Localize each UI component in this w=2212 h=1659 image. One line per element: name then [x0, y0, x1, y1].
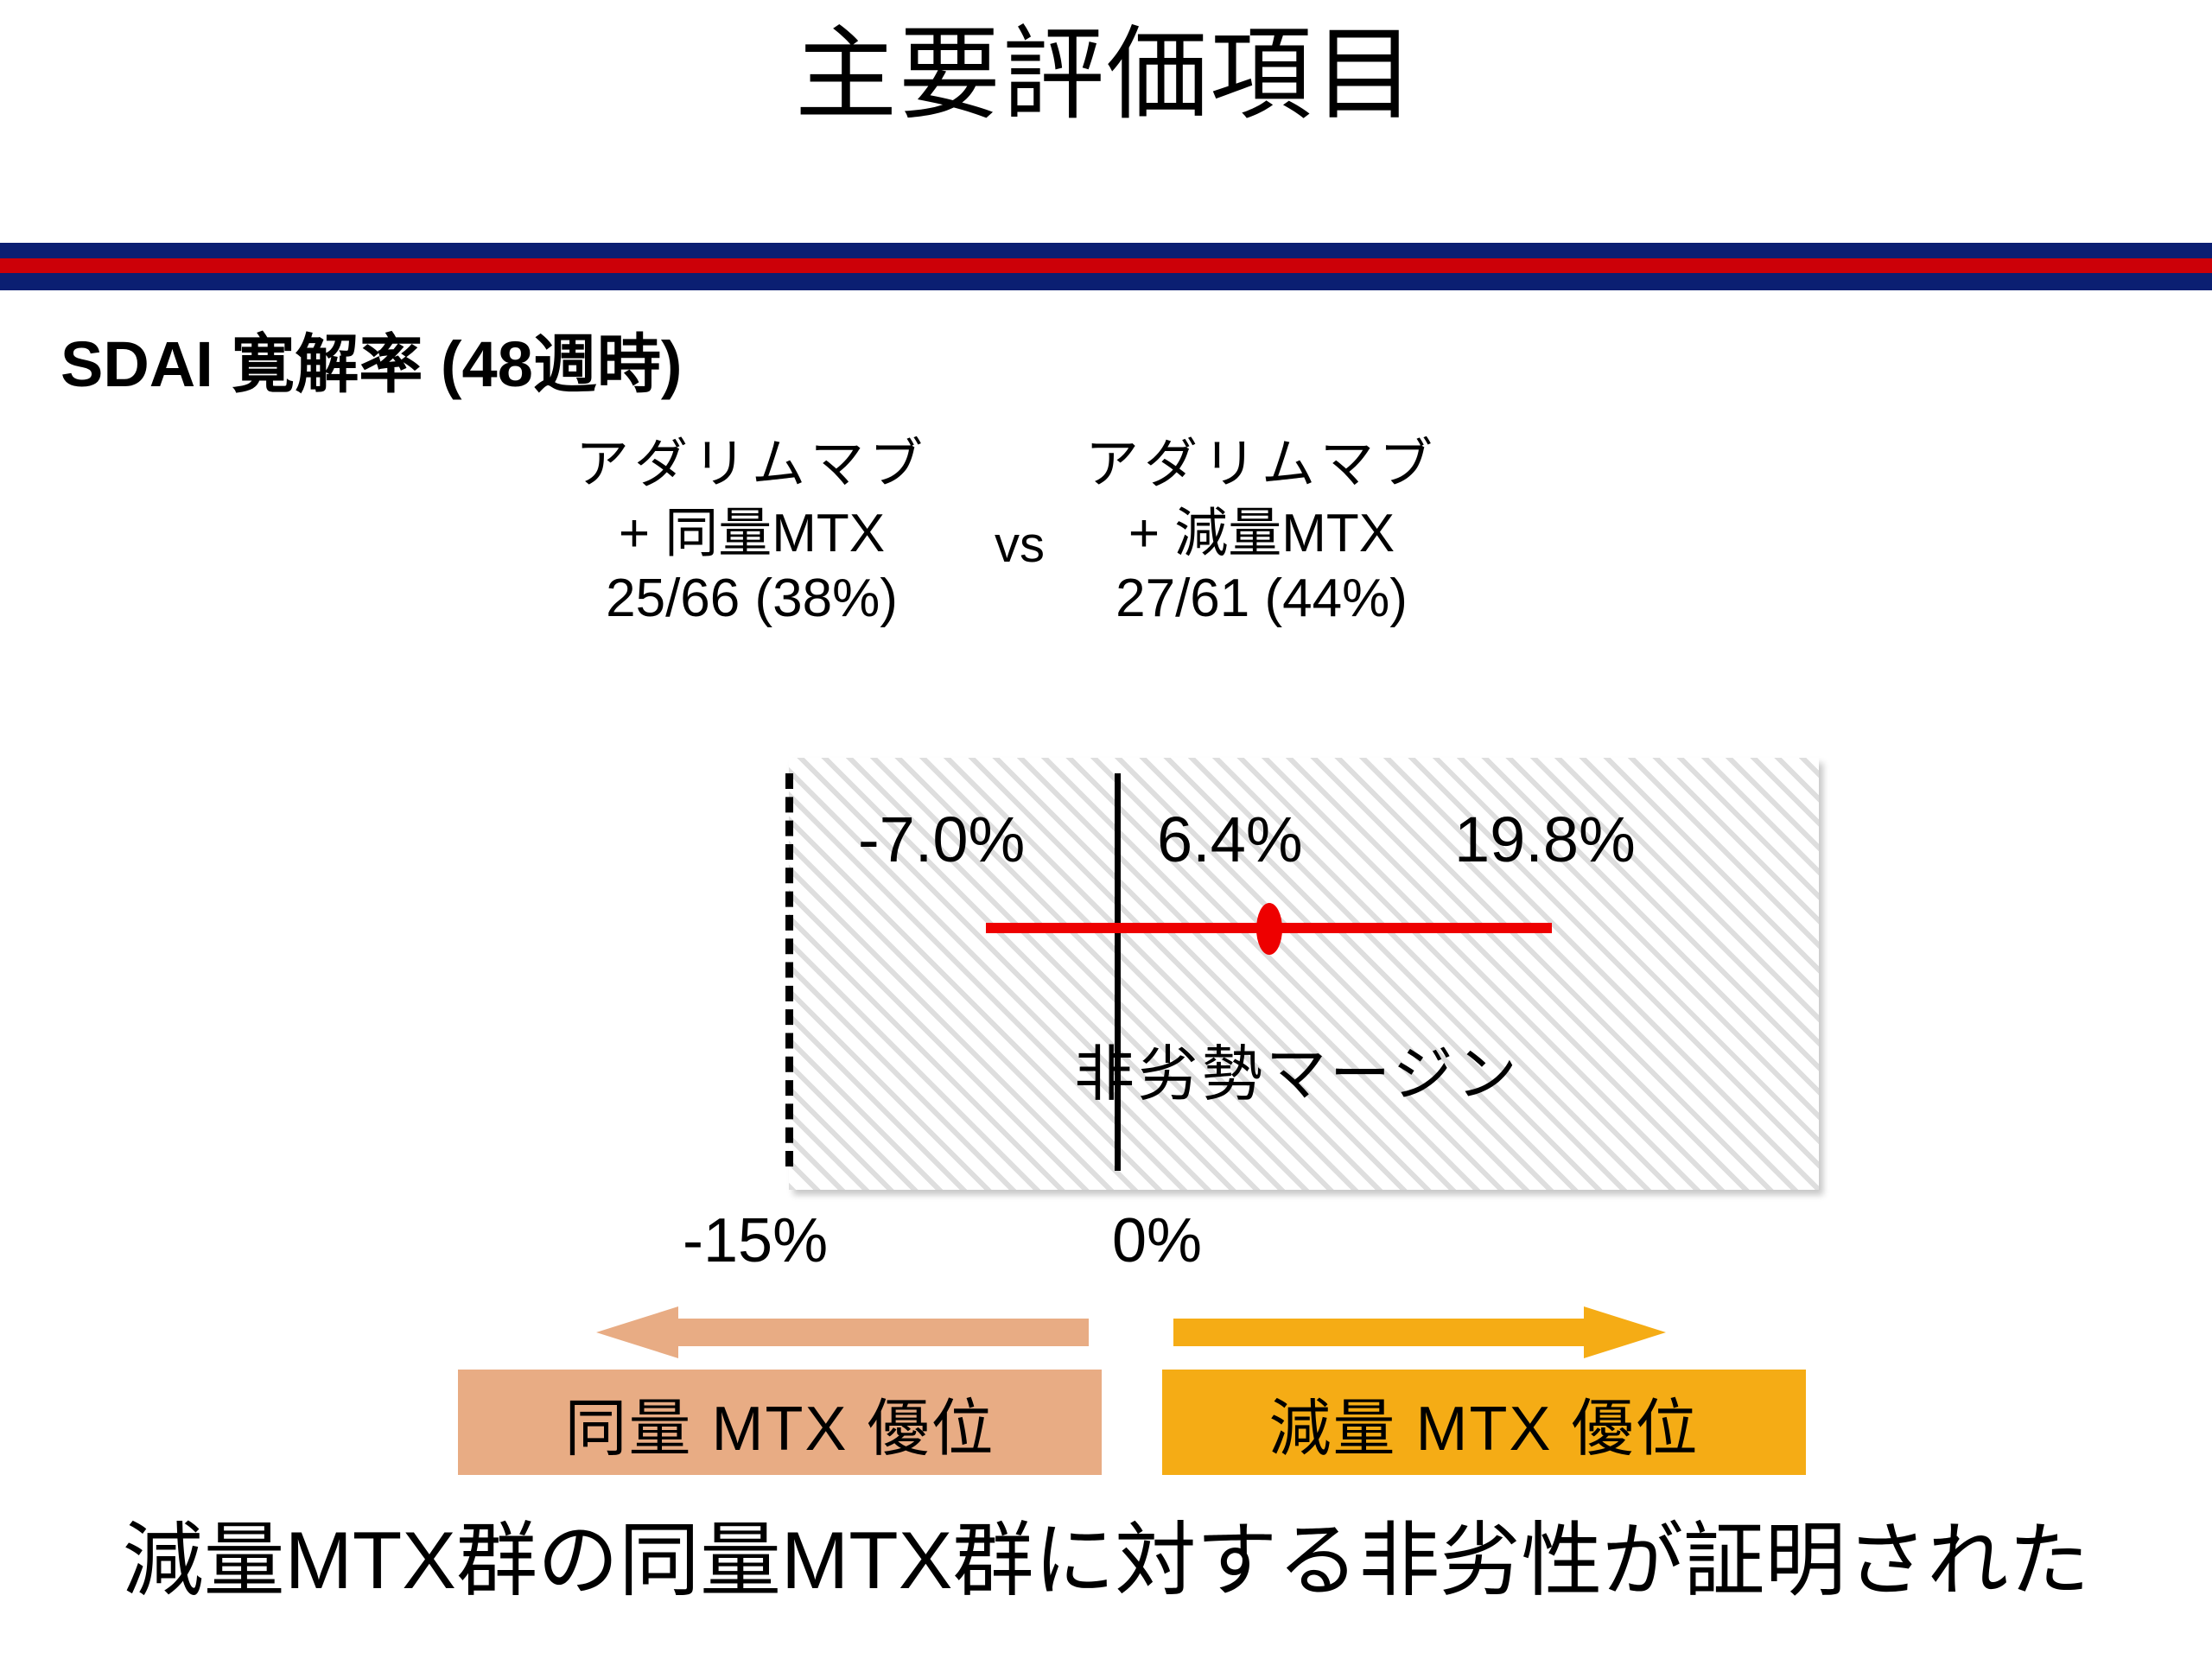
zero-reference-line — [1115, 773, 1121, 1171]
arm-left-drug: アダリムマブ — [575, 435, 928, 494]
arm-comparison: アダリムマブ + 同量MTX 25/66 (38%) vs アダリムマブ + 減… — [518, 432, 1728, 691]
axis-tick-zero: 0% — [1112, 1206, 1203, 1275]
arrow-left-icon — [596, 1306, 1089, 1358]
ci-upper-label: 19.8% — [1454, 804, 1636, 875]
non-inferiority-margin-line — [785, 773, 793, 1166]
favour-same-dose-mtx-label: 同量 MTX 優位 — [564, 1394, 995, 1464]
divider-band-red — [0, 258, 2212, 273]
favour-same-dose-mtx-box: 同量 MTX 優位 — [458, 1370, 1102, 1475]
non-inferiority-margin-label: 非劣勢マージン — [1074, 1040, 1521, 1108]
arm-right-dose: + 減量MTX — [1128, 503, 1395, 563]
conclusion-text: 減量MTX群の同量MTX群に対する非劣性が証明された — [122, 1515, 2090, 1605]
axis-tick-minus15: -15% — [683, 1206, 829, 1275]
divider-band-navy-bottom — [0, 273, 2212, 290]
favour-reduced-dose-mtx-box: 減量 MTX 優位 — [1162, 1370, 1806, 1475]
favour-reduced-dose-mtx-label: 減量 MTX 優位 — [1268, 1394, 1700, 1464]
arm-left-fraction: 25/66 (38%) — [606, 569, 898, 629]
arm-left-dose: + 同量MTX — [618, 503, 886, 563]
arm-left: アダリムマブ + 同量MTX 25/66 (38%) — [527, 432, 976, 632]
vs-label: vs — [995, 517, 1045, 573]
ci-lower-label: -7.0% — [858, 804, 1026, 875]
point-estimate-marker — [1256, 903, 1282, 955]
arrow-right-icon — [1173, 1306, 1666, 1358]
page-title: 主要評価項目 — [794, 18, 1417, 132]
arm-right-fraction: 27/61 (44%) — [1116, 569, 1408, 629]
section-heading: SDAI 寛解率 (48週時) — [60, 328, 683, 400]
point-estimate-label: 6.4% — [1157, 804, 1303, 875]
divider — [0, 243, 2212, 290]
arm-right: アダリムマブ + 減量MTX 27/61 (44%) — [1037, 432, 1486, 632]
forest-plot: -7.0% 6.4% 19.8% 非劣勢マージン — [785, 758, 1819, 1190]
arm-right-drug: アダリムマブ — [1084, 435, 1438, 494]
divider-band-navy-top — [0, 243, 2212, 258]
